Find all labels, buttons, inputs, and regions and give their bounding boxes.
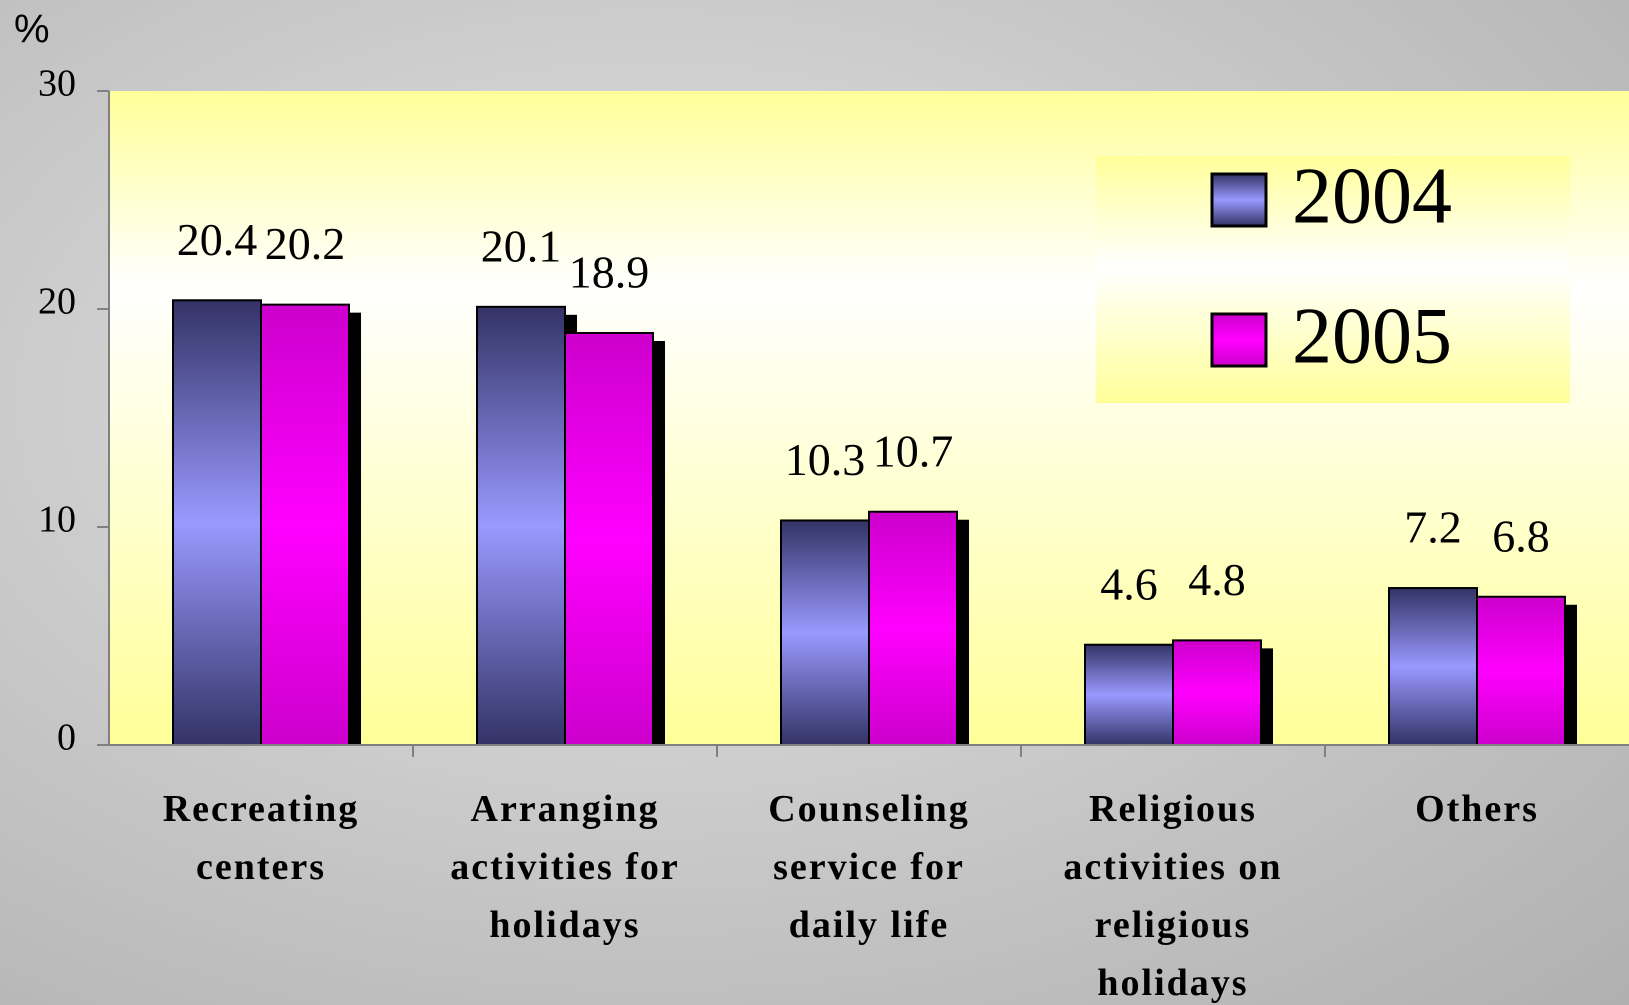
x-tick-label: Counseling service for daily life <box>768 788 970 946</box>
bar <box>780 519 870 747</box>
value-label: 18.9 <box>569 247 650 298</box>
value-label: 20.2 <box>265 218 346 269</box>
x-tick-label: Arranging activities for holidays <box>450 788 680 946</box>
legend-swatch <box>1210 312 1268 368</box>
value-label: 10.7 <box>873 425 954 476</box>
y-tick-label: 0 <box>57 717 76 759</box>
x-tick-label: Religious activities on religious holida… <box>1063 788 1283 1004</box>
x-tick-label: Recreating centers <box>162 788 360 888</box>
legend-swatch <box>1210 172 1268 228</box>
y-axis-label: % <box>14 8 50 52</box>
bar <box>172 299 262 746</box>
value-label: 4.8 <box>1188 554 1246 605</box>
value-label: 20.1 <box>481 220 562 271</box>
value-label: 10.3 <box>785 434 866 485</box>
y-tick-label: 10 <box>38 499 76 541</box>
y-tick-label: 30 <box>38 63 76 105</box>
x-tick-label: Others <box>1415 788 1539 830</box>
y-tick-label: 20 <box>38 281 76 323</box>
value-label: 7.2 <box>1404 502 1462 553</box>
value-label: 20.4 <box>177 214 258 265</box>
bar <box>1172 639 1262 746</box>
legend-label: 2005 <box>1292 292 1452 380</box>
value-label: 6.8 <box>1492 510 1550 561</box>
bar <box>1084 643 1174 746</box>
bar <box>868 510 958 746</box>
legend-box <box>1096 156 1570 403</box>
bar <box>260 303 350 746</box>
value-label: 4.6 <box>1100 558 1158 609</box>
bar <box>476 305 566 746</box>
bar <box>564 331 654 746</box>
bar <box>1476 595 1566 747</box>
legend-label: 2004 <box>1292 152 1452 240</box>
bar <box>1388 587 1478 746</box>
